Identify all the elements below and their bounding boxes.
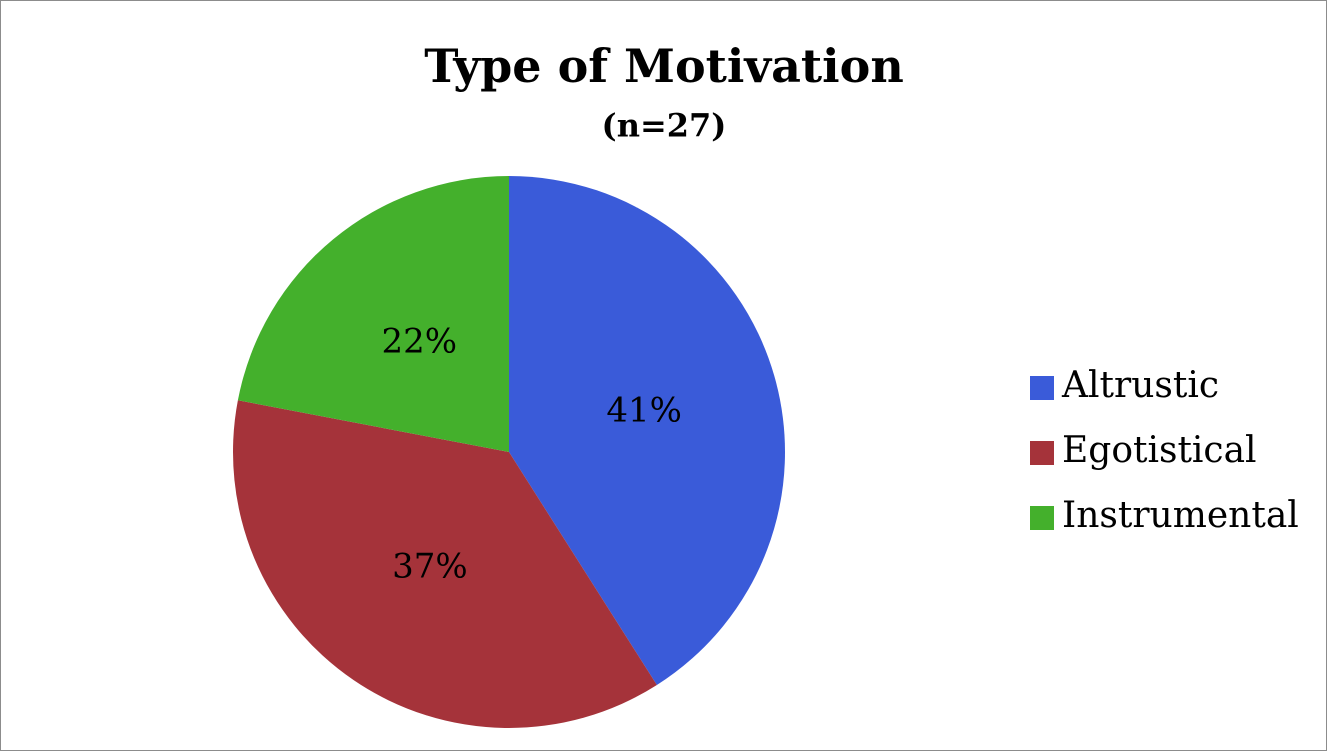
legend-label: Instrumental	[1062, 495, 1299, 536]
chart-subtitle: (n=27)	[602, 107, 727, 145]
data-label: 37%	[392, 546, 468, 586]
pie-slice	[509, 176, 785, 686]
data-label: 41%	[606, 391, 682, 431]
legend-swatch	[1030, 441, 1054, 465]
legend-swatch	[1030, 506, 1054, 530]
pie-slice	[237, 175, 509, 452]
pie-slice	[233, 400, 657, 728]
chart-title: Type of Motivation	[424, 39, 904, 93]
legend-swatch	[1030, 376, 1054, 400]
legend-label: Altrustic	[1061, 365, 1219, 406]
legend-label: Egotistical	[1062, 430, 1257, 471]
data-label: 22%	[381, 322, 457, 362]
